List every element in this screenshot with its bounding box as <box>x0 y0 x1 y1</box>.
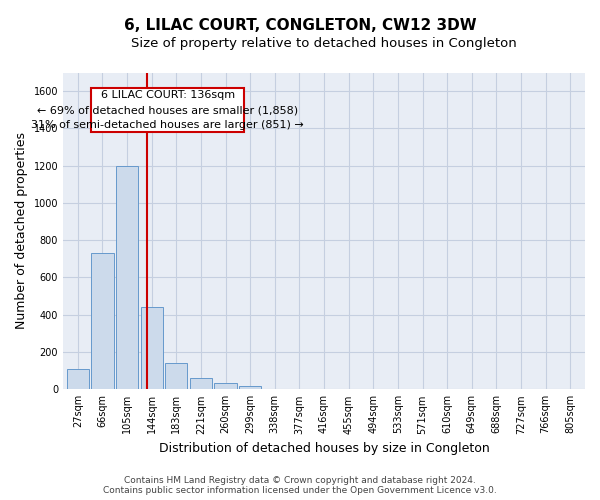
Bar <box>67 370 89 390</box>
Bar <box>239 386 261 390</box>
Text: 6, LILAC COURT, CONGLETON, CW12 3DW: 6, LILAC COURT, CONGLETON, CW12 3DW <box>124 18 476 32</box>
Title: Size of property relative to detached houses in Congleton: Size of property relative to detached ho… <box>131 38 517 51</box>
Bar <box>91 252 113 390</box>
Bar <box>140 308 163 390</box>
Bar <box>190 378 212 390</box>
Bar <box>116 166 138 390</box>
Text: 6 LILAC COURT: 136sqm
← 69% of detached houses are smaller (1,858)
31% of semi-d: 6 LILAC COURT: 136sqm ← 69% of detached … <box>31 90 304 130</box>
Bar <box>214 383 236 390</box>
X-axis label: Distribution of detached houses by size in Congleton: Distribution of detached houses by size … <box>158 442 490 455</box>
Y-axis label: Number of detached properties: Number of detached properties <box>15 132 28 330</box>
FancyBboxPatch shape <box>91 88 244 132</box>
Text: Contains HM Land Registry data © Crown copyright and database right 2024.
Contai: Contains HM Land Registry data © Crown c… <box>103 476 497 495</box>
Bar <box>165 362 187 390</box>
